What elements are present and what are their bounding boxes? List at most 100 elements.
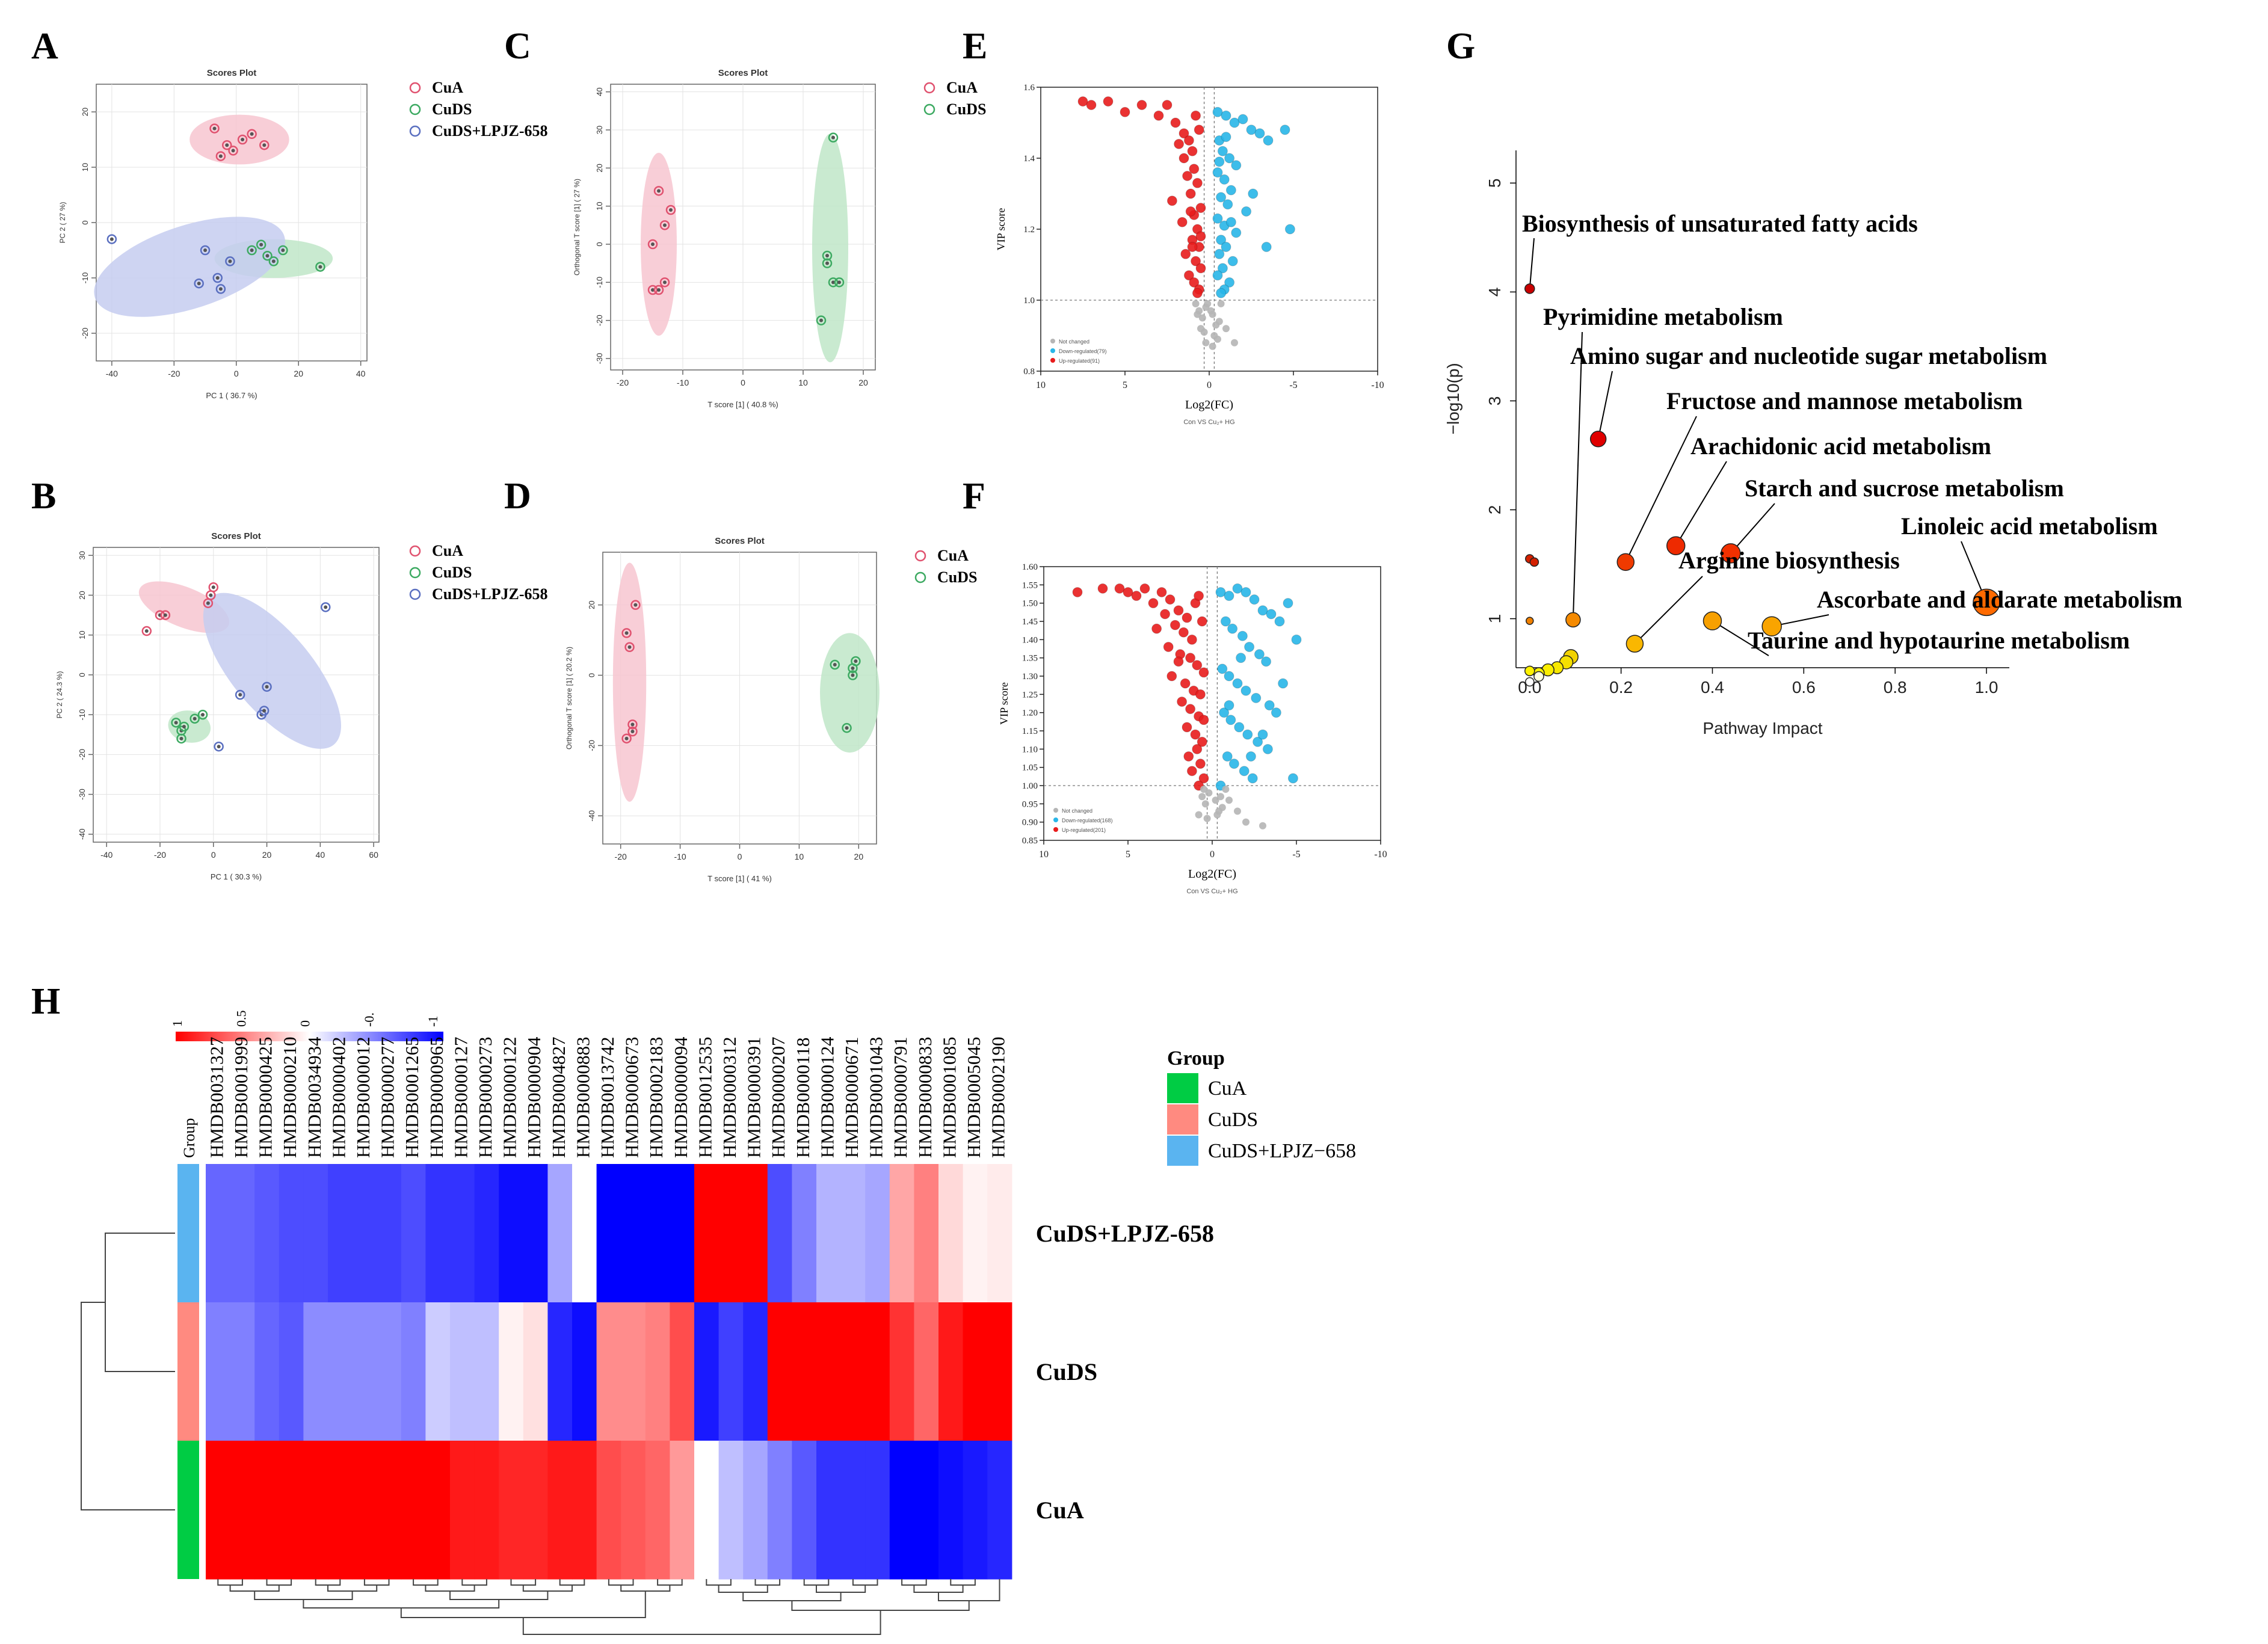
x-axis-label: PC 1 ( 36.7 %): [206, 391, 257, 400]
column-label: HMDB0000273: [475, 1036, 496, 1158]
volcano-point: [1195, 203, 1206, 214]
y-tick-label: 1.00: [1022, 781, 1038, 791]
column-label: HMDB0000210: [279, 1036, 300, 1158]
x-axis-label: Log2(FC): [1185, 398, 1233, 411]
column-dendrogram: [913, 1585, 964, 1593]
data-point-center: [837, 280, 841, 285]
y-tick-label: 1.55: [1022, 580, 1038, 590]
data-point-center: [209, 593, 213, 597]
x-tick-label: -40: [100, 850, 112, 860]
volcano-point: [1221, 132, 1231, 143]
column-label: HMDB0000124: [816, 1036, 837, 1158]
volcano-point: [1194, 310, 1201, 318]
volcano-point: [1165, 594, 1176, 605]
heatmap-cell: [572, 1302, 597, 1441]
data-point-center: [651, 242, 655, 246]
data-point-center: [825, 254, 829, 257]
volcano-point: [1204, 300, 1212, 307]
column-dendrogram: [901, 1579, 927, 1586]
volcano-point: [1220, 616, 1231, 627]
data-point: [262, 682, 272, 692]
heatmap-cell: [254, 1441, 280, 1580]
data-point: [621, 628, 632, 638]
volcano-point: [1215, 318, 1223, 325]
heatmap-cell: [279, 1441, 304, 1580]
volcano-point: [1212, 106, 1223, 117]
y-tick-label: 20: [587, 600, 596, 609]
data-point-center: [241, 138, 245, 141]
x-tick-label: -20: [617, 378, 629, 387]
volcano-point: [1194, 591, 1204, 602]
volcano-point: [1229, 117, 1240, 128]
data-point: [653, 186, 664, 196]
volcano-point: [1139, 583, 1150, 594]
volcano-point: [1179, 153, 1189, 164]
y-tick-label: 10: [78, 630, 87, 639]
y-tick-label: 0: [587, 673, 596, 677]
volcano-point: [1221, 110, 1231, 121]
volcano-point: [1227, 623, 1238, 634]
volcano-point: [1234, 722, 1245, 733]
panel-letter-e: E: [963, 26, 988, 67]
volcano-point: [1231, 160, 1242, 171]
legend-label: CuA: [937, 547, 969, 564]
confidence-ellipse: [190, 114, 289, 165]
data-point-center: [663, 280, 667, 285]
x-tick-label: -5: [1289, 380, 1297, 390]
confidence-ellipse: [820, 633, 880, 753]
data-point: [830, 659, 840, 670]
heatmap-cell: [303, 1441, 328, 1580]
group-color-cell: [177, 1302, 199, 1441]
volcano-point: [1186, 634, 1197, 645]
column-dendrogram: [608, 1579, 634, 1586]
legend-marker: [409, 103, 421, 115]
heatmap-cell: [645, 1441, 670, 1580]
x-tick-label: -20: [615, 852, 627, 861]
x-tick-label: 0: [1207, 380, 1212, 390]
y-tick-label: -40: [78, 828, 87, 840]
column-label: HMDB0000391: [744, 1036, 765, 1158]
heatmap-cell: [963, 1164, 988, 1303]
heatmap-cell: [792, 1164, 817, 1303]
data-point: [179, 721, 190, 732]
heatmap-cell: [963, 1441, 988, 1580]
legend-label: CuA: [432, 542, 463, 559]
legend-marker: [1053, 808, 1058, 813]
volcano-point: [1216, 192, 1227, 203]
heatmap-cell: [889, 1302, 914, 1441]
volcano-point: [1222, 751, 1233, 762]
heatmap-cell: [938, 1164, 964, 1303]
volcano-point: [1182, 612, 1192, 623]
column-label: HMDB0004827: [548, 1036, 569, 1158]
data-point-center: [218, 154, 223, 158]
chart-title: Scores Plot: [207, 68, 257, 78]
volcano-point: [1259, 822, 1266, 830]
data-point: [659, 220, 670, 230]
annotation-leader: [1572, 331, 1583, 620]
x-tick-label: -5: [1292, 849, 1300, 860]
y-tick-label: 1.20: [1022, 709, 1038, 718]
volcano-point: [1182, 171, 1193, 181]
data-point: [259, 140, 270, 150]
group-column-label: Group: [180, 1118, 198, 1158]
volcano-point: [1274, 616, 1285, 627]
data-point-center: [182, 724, 186, 728]
heatmap-cell: [596, 1164, 621, 1303]
y-tick-label: 0: [595, 242, 604, 246]
heatmap-cell: [621, 1164, 646, 1303]
data-point: [822, 250, 833, 261]
data-point-center: [265, 254, 270, 258]
chart-subtitle: Con VS Cu₂+ HG: [1186, 888, 1237, 895]
pathway-bubble: [1524, 665, 1535, 677]
x-tick-label: 10: [795, 852, 804, 861]
volcano-point: [1242, 818, 1250, 826]
volcano-point: [1187, 146, 1198, 156]
volcano-point: [1077, 96, 1088, 107]
volcano-point: [1218, 804, 1226, 811]
y-tick-label: 1.4: [1023, 154, 1035, 164]
column-label: HMDB0001999: [230, 1036, 251, 1158]
legend-marker: [923, 82, 935, 94]
heatmap-cell: [840, 1164, 866, 1303]
heatmap-cell: [547, 1302, 573, 1441]
data-point: [209, 123, 220, 134]
